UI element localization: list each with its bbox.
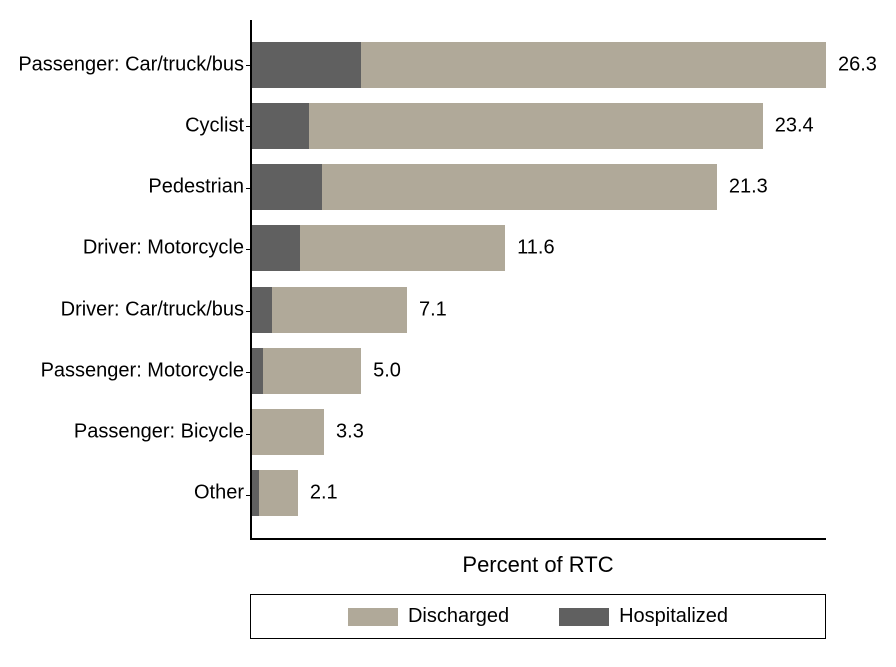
bar-segment-discharged [300,225,505,271]
legend-label: Hospitalized [619,605,728,628]
bar-value-label: 3.3 [336,421,364,444]
y-tick [246,495,252,496]
bar-value-label: 7.1 [419,298,447,321]
bar-segment-discharged [361,42,826,88]
legend-label: Discharged [408,605,509,628]
bar-segment-hospitalized [252,287,272,333]
category-label: Passenger: Bicycle [74,421,244,444]
legend: Discharged Hospitalized [250,594,826,639]
bar: 3.3 [252,409,324,455]
y-tick [246,372,252,373]
bar: 26.3 [252,42,826,88]
bar-segment-hospitalized [252,225,300,271]
legend-item: Discharged [348,605,509,628]
legend-item: Hospitalized [559,605,728,628]
legend-swatch [348,608,398,626]
bar-segment-discharged [272,287,407,333]
category-label: Driver: Car/truck/bus [61,298,244,321]
y-tick [246,249,252,250]
bar-row: Passenger: Motorcycle5.0 [252,340,826,401]
category-label: Cyclist [185,114,244,137]
bar-row: Cyclist23.4 [252,95,826,156]
bar: 2.1 [252,470,298,516]
bar-segment-hospitalized [252,103,309,149]
y-tick [246,434,252,435]
bar-row: Other2.1 [252,463,826,524]
bars-container: Passenger: Car/truck/bus26.3Cyclist23.4P… [252,20,826,538]
bar-row: Passenger: Car/truck/bus26.3 [252,34,826,95]
bar-segment-hospitalized [252,164,322,210]
bar-value-label: 26.3 [838,53,877,76]
bar-segment-discharged [263,348,361,394]
y-tick [246,188,252,189]
bar-row: Driver: Motorcycle11.6 [252,218,826,279]
y-tick [246,311,252,312]
bar-value-label: 2.1 [310,482,338,505]
bar: 11.6 [252,225,505,271]
bar-segment-discharged [252,409,324,455]
bar-value-label: 11.6 [517,237,554,260]
bar: 21.3 [252,164,717,210]
category-label: Other [194,482,244,505]
y-tick [246,126,252,127]
bar: 7.1 [252,287,407,333]
bar-value-label: 5.0 [373,359,401,382]
category-label: Passenger: Motorcycle [41,359,244,382]
bar-value-label: 21.3 [729,176,768,199]
category-label: Passenger: Car/truck/bus [18,53,244,76]
bar-row: Pedestrian21.3 [252,157,826,218]
x-axis-label: Percent of RTC [250,552,826,578]
y-tick [246,65,252,66]
bar-segment-hospitalized [252,348,263,394]
bar-row: Driver: Car/truck/bus7.1 [252,279,826,340]
rtc-chart: Passenger: Car/truck/bus26.3Cyclist23.4P… [0,0,896,667]
plot-area: Passenger: Car/truck/bus26.3Cyclist23.4P… [250,20,826,540]
bar-row: Passenger: Bicycle3.3 [252,402,826,463]
legend-swatch [559,608,609,626]
bar-segment-discharged [322,164,717,210]
bar: 5.0 [252,348,361,394]
bar-value-label: 23.4 [775,114,814,137]
bar: 23.4 [252,103,763,149]
category-label: Driver: Motorcycle [83,237,244,260]
category-label: Pedestrian [148,176,244,199]
bar-segment-discharged [259,470,298,516]
bar-segment-discharged [309,103,763,149]
bar-segment-hospitalized [252,42,361,88]
